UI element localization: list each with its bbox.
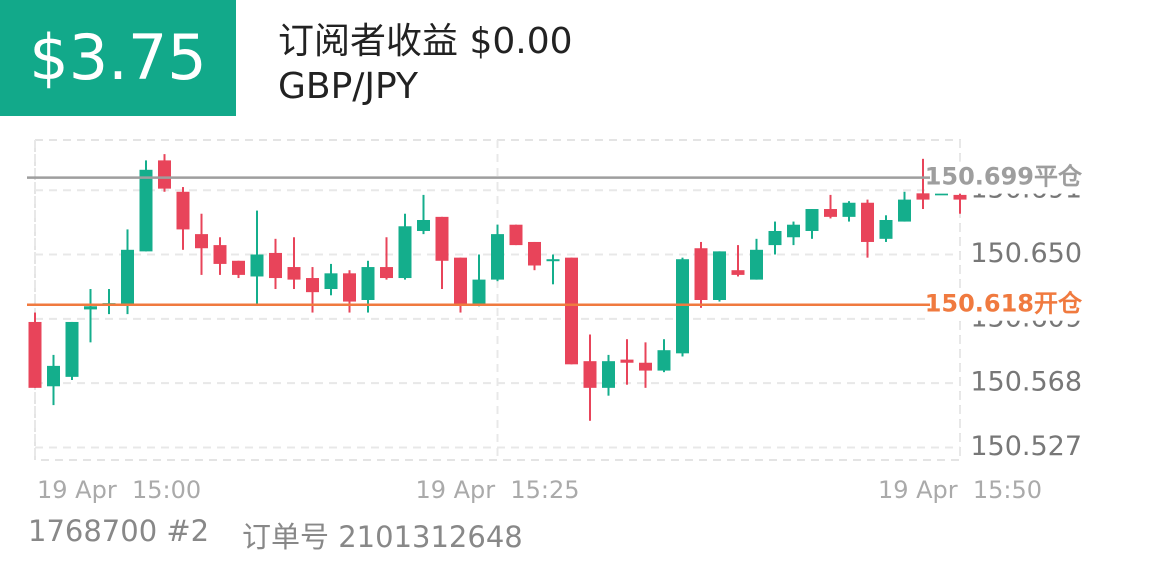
candle-body [916, 193, 930, 200]
candle-body [195, 234, 208, 249]
candle-body [343, 273, 356, 302]
candle-body [84, 306, 97, 310]
x-tick-label: 19 Apr 15:00 [37, 476, 201, 504]
candle-body [565, 257, 578, 365]
profit-badge: $3.75 [0, 0, 236, 116]
candle-body [694, 248, 708, 300]
candle-body [398, 226, 412, 279]
candle-body [898, 199, 911, 222]
reference-label: 150.618开仓 [925, 290, 1083, 318]
candle-body [528, 241, 541, 266]
candle-body [657, 350, 671, 371]
candle-body [583, 361, 597, 388]
candle-body [176, 191, 190, 230]
candle-body [953, 194, 967, 200]
subscriber-profit: 订阅者收益 $0.00 [278, 21, 573, 62]
candle-body [232, 260, 245, 275]
candle-body [713, 251, 726, 300]
candle-body [768, 230, 782, 246]
candle-body [361, 267, 375, 300]
symbol: GBP/JPY [278, 66, 418, 107]
y-tick-label: 150.568 [970, 367, 1082, 398]
y-tick-label: 150.650 [970, 238, 1082, 269]
candle-body [47, 365, 60, 387]
candle-body [65, 321, 79, 377]
reference-label-bg [930, 161, 1085, 194]
candle-body [435, 216, 449, 261]
candle-body [472, 279, 486, 305]
candle-body [28, 321, 42, 388]
candle-body [139, 169, 153, 252]
candle-body [787, 224, 800, 238]
candle-body [861, 202, 874, 242]
candle-body [454, 257, 467, 305]
y-tick-label: 150.527 [970, 431, 1082, 462]
candle-body [546, 259, 560, 262]
candle-body [842, 202, 856, 217]
candle-body [639, 362, 652, 371]
candle-body [676, 259, 689, 354]
account: 1768700 #2 [28, 514, 210, 548]
candle-body [324, 273, 338, 290]
candle-body [213, 245, 227, 264]
reference-label-bg [930, 288, 1085, 321]
x-tick-label: 19 Apr 15:50 [878, 476, 1042, 504]
candle-body [380, 267, 393, 279]
candle-body [250, 254, 264, 277]
candle-body [805, 209, 819, 231]
candle-body [750, 249, 763, 280]
reference-label: 150.699平仓 [925, 163, 1083, 191]
candle-body [287, 267, 301, 280]
candle-body [417, 220, 430, 231]
candle-body [879, 220, 893, 239]
candle-body [602, 361, 615, 388]
candle-body [824, 209, 837, 217]
x-tick-label: 19 Apr 15:25 [415, 476, 579, 504]
candle-body [509, 224, 523, 246]
candle-body [306, 278, 319, 293]
candle-body [935, 193, 948, 196]
order-number: 订单号 2101312648 [242, 520, 523, 554]
candle-body [620, 359, 634, 363]
candle-body [491, 234, 504, 280]
candle-body [731, 270, 745, 275]
candle-body [121, 249, 134, 305]
candle-body [269, 252, 282, 279]
candle-body [158, 160, 171, 189]
